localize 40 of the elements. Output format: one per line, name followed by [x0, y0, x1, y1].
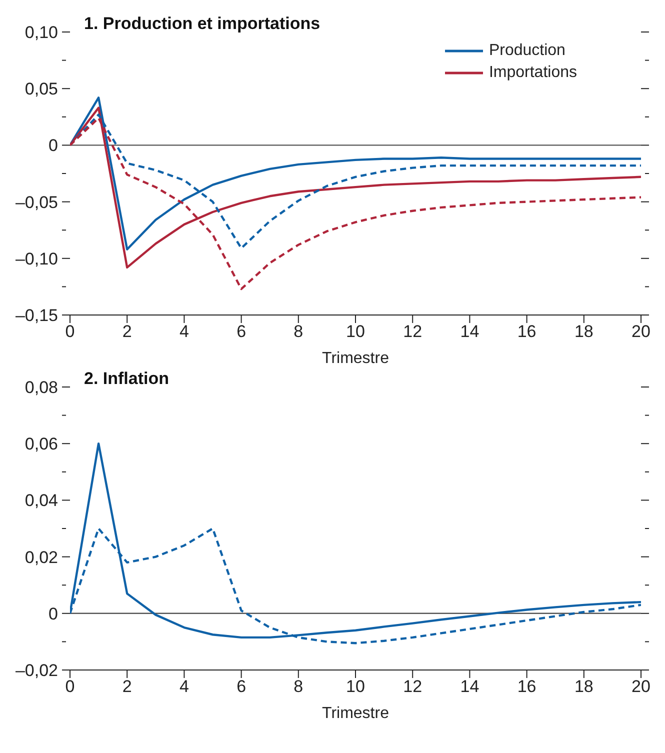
- x-tick-label: 8: [294, 677, 304, 696]
- x-tick-label: 6: [236, 322, 246, 342]
- y-tick-label: –0,05: [15, 192, 58, 212]
- y-tick-label: 0,04: [24, 491, 58, 510]
- x-tick-label: 2: [122, 322, 132, 342]
- y-tick-label: –0,10: [15, 249, 58, 268]
- x-tick-label: 16: [517, 322, 536, 342]
- chart-title: 2. Inflation: [84, 369, 169, 389]
- legend-label: Importations: [488, 63, 577, 83]
- x-tick-label: 4: [179, 322, 189, 342]
- x-tick-label: 16: [517, 677, 536, 696]
- x-tick-label: 18: [574, 677, 594, 696]
- x-tick-label: 0: [65, 322, 75, 342]
- y-tick-label: 0,05: [24, 80, 58, 99]
- chart-title: 1. Production et importations: [84, 14, 320, 34]
- y-tick-label: 0: [48, 136, 58, 156]
- y-tick-label: –0,15: [15, 306, 58, 325]
- y-tick-label: 0,02: [24, 548, 58, 567]
- x-tick-label: 4: [179, 677, 189, 696]
- y-tick-label: –0,02: [15, 660, 58, 680]
- legend-label: Production: [488, 41, 566, 61]
- y-tick-label: 0,10: [24, 22, 58, 42]
- x-tick-label: 6: [236, 677, 246, 696]
- x-axis-title: Trimestre: [322, 705, 390, 722]
- x-tick-label: 12: [403, 677, 422, 696]
- x-tick-label: 14: [460, 677, 480, 696]
- y-tick-label: 0: [48, 604, 58, 624]
- x-tick-label: 10: [346, 322, 365, 342]
- y-tick-label: 0,08: [24, 378, 58, 397]
- x-tick-label: 20: [632, 322, 650, 342]
- x-tick-label: 20: [632, 677, 650, 696]
- x-tick-label: 18: [574, 322, 594, 342]
- x-tick-label: 0: [65, 677, 75, 696]
- y-tick-label: 0,06: [24, 434, 58, 454]
- x-axis-title: Trimestre: [322, 350, 390, 367]
- x-tick-label: 10: [346, 677, 365, 696]
- x-tick-label: 12: [403, 322, 422, 342]
- x-tick-label: 2: [122, 677, 132, 696]
- x-tick-label: 8: [294, 322, 304, 342]
- x-tick-label: 14: [460, 322, 480, 342]
